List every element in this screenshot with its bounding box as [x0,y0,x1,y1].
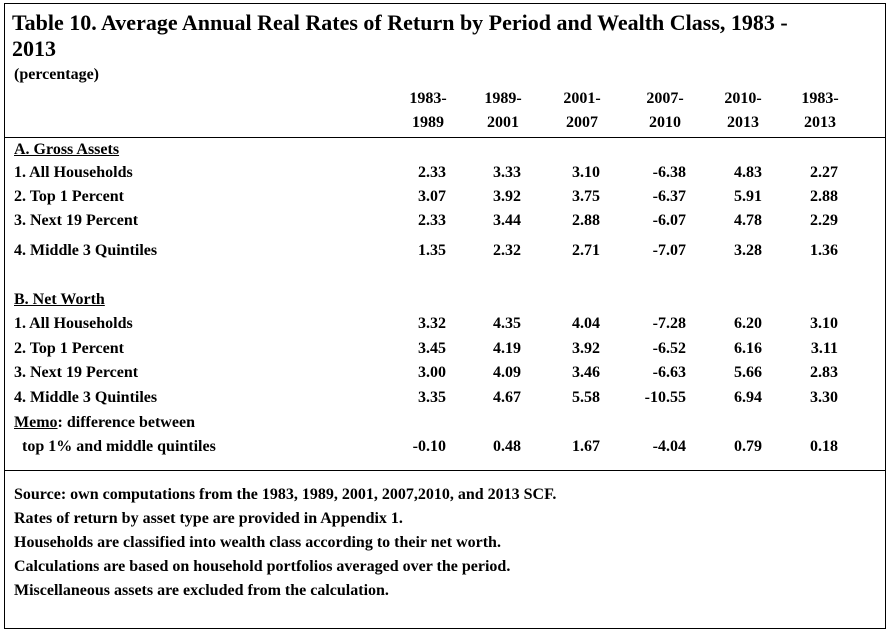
table-cell: 1.36 [810,242,838,259]
table-cell: 3.28 [734,242,762,259]
table-title-line2: 2013 [12,36,56,61]
row-label: 2. Top 1 Percent [14,340,124,357]
table-cell: 2.29 [810,212,838,229]
row-label: 1. All Households [14,164,133,181]
table-cell: -6.63 [652,364,686,381]
column-header-top: 1983- [801,90,839,107]
table-cell: 2.88 [572,212,600,229]
table-cell: 3.10 [810,315,838,332]
table-title-line1: Table 10. Average Annual Real Rates of R… [12,10,788,35]
table-cell: 3.07 [418,188,446,205]
memo-cell: -4.04 [652,438,686,455]
section-b-heading: B. Net Worth [14,291,105,308]
table-cell: -6.38 [652,164,686,181]
table-cell: 3.10 [572,164,600,181]
table-cell: 3.11 [810,340,838,357]
table-cell: 3.75 [572,188,600,205]
table-cell: 3.00 [418,364,446,381]
table-cell: -7.28 [652,315,686,332]
table-cell: 2.83 [810,364,838,381]
memo-label: Memo: difference between [14,414,195,432]
unit-label: (percentage) [14,66,99,83]
column-header-bottom: 2013 [804,114,836,131]
memo-cell: 0.18 [810,438,838,455]
note-line: Source: own computations from the 1983, … [14,486,557,503]
column-header-bottom: 2007 [566,114,598,131]
table-frame [4,3,886,629]
table-cell: 5.91 [734,188,762,205]
table-cell: 3.46 [572,364,600,381]
note-line: Calculations are based on household port… [14,558,511,575]
column-header-top: 1983- [409,90,447,107]
column-header-bottom: 2001 [487,114,519,131]
table-cell: 1.35 [418,242,446,259]
table-cell: 3.30 [810,389,838,406]
table-cell: -6.07 [652,212,686,229]
table-cell: -10.55 [644,389,686,406]
table-cell: 3.44 [493,212,521,229]
table-cell: 2.32 [493,242,521,259]
table-cell: 4.67 [493,389,521,406]
memo-cell: -0.10 [412,438,446,455]
column-header-top: 2010- [724,90,762,107]
table-cell: 4.35 [493,315,521,332]
note-line: Households are classified into wealth cl… [14,534,501,551]
table-cell: 3.92 [572,340,600,357]
row-label: 4. Middle 3 Quintiles [14,389,158,406]
memo-cell: 0.48 [493,438,521,455]
table-cell: 3.45 [418,340,446,357]
table-cell: -7.07 [652,242,686,259]
table-cell: 3.33 [493,164,521,181]
note-line: Miscellaneous assets are excluded from t… [14,582,389,599]
row-label: 4. Middle 3 Quintiles [14,242,158,259]
table-cell: 5.58 [572,389,600,406]
table-cell: 3.92 [493,188,521,205]
table-cell: 2.88 [810,188,838,205]
memo-word: Memo [14,414,58,431]
notes-rule [4,470,886,471]
table-cell: 3.32 [418,315,446,332]
table-cell: 4.78 [734,212,762,229]
memo-rest: : difference between [57,414,195,431]
table-cell: 4.19 [493,340,521,357]
row-label: 3. Next 19 Percent [14,364,139,381]
column-header-top: 2001- [563,90,601,107]
memo-cell: 0.79 [734,438,762,455]
section-a-heading: A. Gross Assets [14,141,120,158]
table-cell: 2.33 [418,212,446,229]
column-header-bottom: 2013 [727,114,759,131]
memo-label-line2: top 1% and middle quintiles [22,438,216,455]
table-cell: 2.33 [418,164,446,181]
table-cell: -6.37 [652,188,686,205]
column-header-bottom: 1989 [412,114,444,131]
note-line: Rates of return by asset type are provid… [14,510,403,527]
table-cell: -6.52 [652,340,686,357]
row-label: 2. Top 1 Percent [14,188,124,205]
table-cell: 6.20 [734,315,762,332]
memo-cell: 1.67 [572,438,600,455]
table-cell: 5.66 [734,364,762,381]
table-cell: 3.35 [418,389,446,406]
table-cell: 4.09 [493,364,521,381]
table-cell: 4.04 [572,315,600,332]
table-cell: 2.71 [572,242,600,259]
table-cell: 6.94 [734,389,762,406]
table-cell: 4.83 [734,164,762,181]
column-header-bottom: 2010 [649,114,681,131]
column-header-top: 2007- [646,90,684,107]
row-label: 1. All Households [14,315,133,332]
table-cell: 2.27 [810,164,838,181]
row-label: 3. Next 19 Percent [14,212,139,229]
column-header-top: 1989- [484,90,522,107]
header-rule [4,137,886,138]
table-cell: 6.16 [734,340,762,357]
